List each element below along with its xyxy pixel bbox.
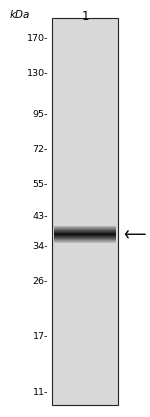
Text: 170-: 170- bbox=[27, 35, 48, 43]
Text: 11-: 11- bbox=[33, 388, 48, 397]
Text: 130-: 130- bbox=[27, 69, 48, 78]
Text: 72-: 72- bbox=[33, 146, 48, 154]
Bar bbox=[52, 18, 118, 405]
Text: 55-: 55- bbox=[33, 180, 48, 189]
Text: 34-: 34- bbox=[33, 242, 48, 251]
Text: 17-: 17- bbox=[33, 332, 48, 341]
Text: 26-: 26- bbox=[33, 277, 48, 286]
Text: 95-: 95- bbox=[33, 110, 48, 119]
Text: 1: 1 bbox=[81, 10, 89, 23]
Text: kDa: kDa bbox=[10, 10, 30, 20]
Text: 43-: 43- bbox=[33, 212, 48, 221]
